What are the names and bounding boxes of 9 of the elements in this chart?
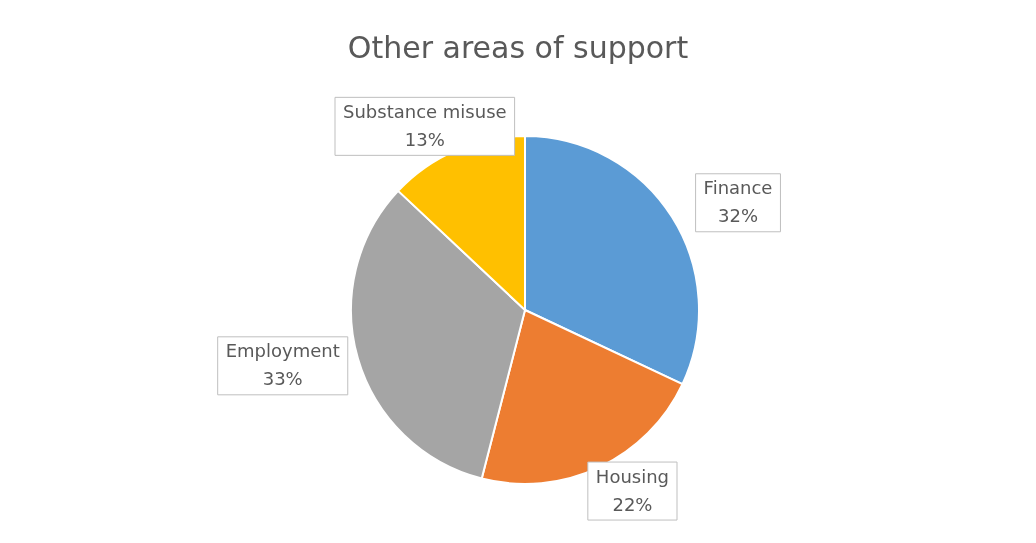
data-label: 22% <box>612 493 653 515</box>
slice-label: Finance <box>703 177 773 199</box>
slice-label: Employment <box>225 340 340 362</box>
data-label: 13% <box>404 129 445 151</box>
data-label: 33% <box>262 368 303 390</box>
chart-title: Other areas of support <box>346 30 690 65</box>
data-label: 32% <box>718 205 759 227</box>
slice-label: Housing <box>595 465 670 487</box>
slice-label: Substance misuse <box>342 101 507 123</box>
